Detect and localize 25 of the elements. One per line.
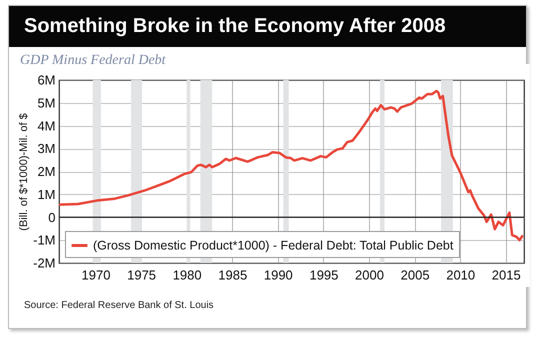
- x-tick-label: 1975: [127, 268, 156, 282]
- x-tick-label: 1985: [218, 268, 248, 282]
- y-tick-label: 3M: [37, 141, 56, 156]
- y-tick-label: 4M: [37, 118, 56, 134]
- y-axis-title: (Bill. of $*1000)-Mil. of $: [18, 113, 30, 231]
- line-series: [59, 90, 524, 242]
- x-tick-label: 1995: [309, 268, 338, 282]
- y-tick-label: -1M: [33, 232, 56, 248]
- chart-subtitle: GDP Minus Federal Debt: [19, 52, 167, 69]
- y-tick-label: -2M: [33, 256, 56, 270]
- x-tick-label: 2005: [400, 268, 430, 282]
- chart-title: Something Broke in the Economy After 2008: [9, 6, 526, 47]
- y-tick-label: 0: [48, 210, 56, 225]
- y-tick-label: 5M: [37, 95, 56, 110]
- x-tick-label: 1970: [82, 268, 110, 282]
- x-tick-label: 2010: [446, 268, 476, 282]
- x-tick-label: 1980: [172, 268, 202, 282]
- x-tick-label: 2015: [492, 268, 521, 282]
- y-tick-label: 6M: [37, 72, 56, 88]
- x-tick-label: 2000: [355, 268, 384, 282]
- y-tick-label: 2M: [37, 164, 56, 179]
- source-note: Source: Federal Reserve Bank of St. Louis: [24, 300, 214, 311]
- y-tick-label: 1M: [37, 186, 56, 202]
- legend-label: (Gross Domestic Product*1000) - Federal Debt: Total Public Debt: [93, 238, 454, 252]
- x-tick-label: 1990: [264, 268, 293, 282]
